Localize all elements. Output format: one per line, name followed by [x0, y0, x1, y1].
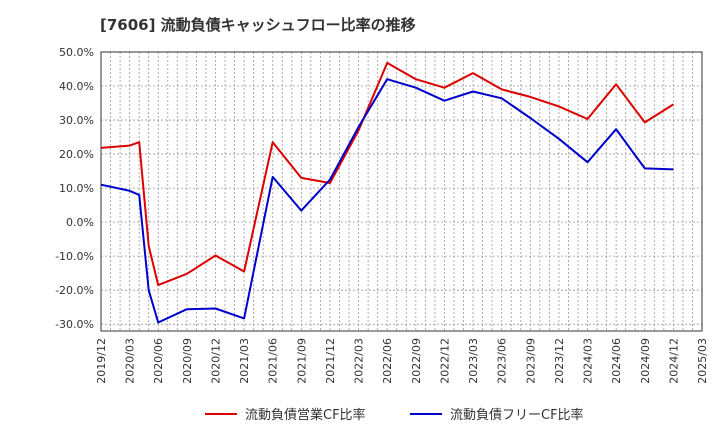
y-tick-label: 40.0% — [59, 80, 94, 93]
y-tick-label: 0.0% — [66, 216, 94, 229]
x-tick-label: 2022/09 — [410, 338, 423, 384]
x-tick-label: 2024/09 — [639, 338, 652, 384]
x-tick-label: 2021/06 — [267, 338, 280, 384]
x-tick-label: 2019/12 — [95, 338, 108, 384]
series-line-1 — [100, 61, 674, 287]
legend-label-1: 流動負債営業CF比率 — [245, 407, 366, 423]
y-tick-label: 30.0% — [59, 114, 94, 127]
y-tick-label: 10.0% — [59, 182, 94, 195]
x-tick-label: 2021/03 — [238, 338, 251, 384]
x-tick-label: 2022/12 — [438, 338, 451, 384]
x-tick-label: 2023/09 — [524, 338, 537, 384]
y-tick-label: 50.0% — [59, 46, 94, 59]
legend-label-2: 流動負債フリーCF比率 — [450, 407, 584, 423]
x-tick-label: 2024/03 — [582, 338, 595, 384]
x-tick-label: 2021/12 — [324, 338, 337, 384]
plot-area — [100, 51, 703, 332]
x-tick-label: 2020/09 — [181, 338, 194, 384]
y-axis-tick-labels: 50.0% 40.0% 30.0% 20.0% 10.0% 0.0% -10.0% -20.0… — [55, 46, 94, 331]
x-tick-label: 2021/09 — [295, 338, 308, 384]
y-tick-label: -20.0% — [55, 284, 94, 297]
x-tick-label: 2020/12 — [209, 338, 222, 384]
series-lines — [100, 61, 674, 324]
legend: 流動負債営業CF比率 流動負債フリーCF比率 — [205, 407, 584, 423]
x-tick-label: 2024/12 — [667, 338, 680, 384]
y-tick-label: -10.0% — [55, 250, 94, 263]
grid-lines — [101, 51, 702, 331]
x-tick-label: 2020/06 — [152, 338, 165, 384]
chart-title: [7606] 流動負債キャッシュフロー比率の推移 — [100, 16, 416, 34]
y-tick-label: -30.0% — [55, 318, 94, 331]
x-tick-label: 2020/03 — [124, 338, 137, 384]
x-tick-label: 2024/06 — [610, 338, 623, 384]
y-tick-label: 20.0% — [59, 148, 94, 161]
x-tick-label: 2022/06 — [381, 338, 394, 384]
series-line-2 — [100, 78, 674, 324]
x-tick-label: 2022/03 — [353, 338, 366, 384]
x-tick-label: 2023/03 — [467, 338, 480, 384]
x-tick-label: 2023/12 — [553, 338, 566, 384]
x-axis-tick-labels: 2019/12 2020/03 2020/06 2020/09 2020/12 2021/… — [95, 338, 709, 384]
x-tick-label: 2025/03 — [696, 338, 709, 384]
x-tick-label: 2023/06 — [496, 338, 509, 384]
